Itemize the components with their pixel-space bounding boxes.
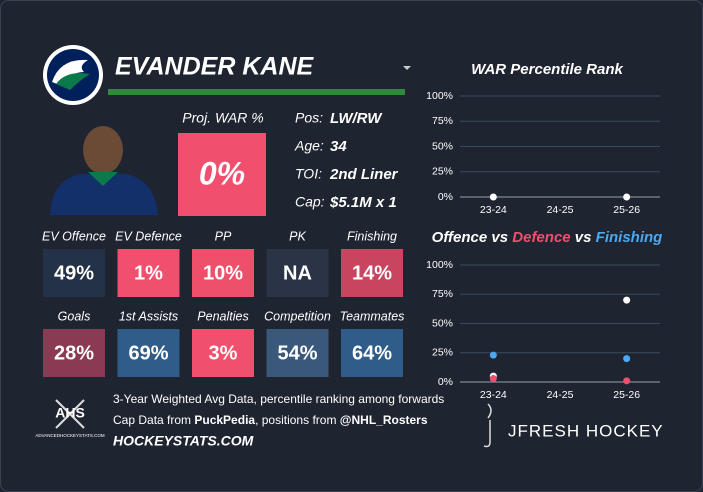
stat-value: NA bbox=[283, 262, 312, 284]
proj-war-value: 0% bbox=[199, 155, 245, 191]
stat-box bbox=[341, 249, 403, 297]
x-tick-label: 24-25 bbox=[547, 389, 574, 401]
title-series: Finishing bbox=[596, 229, 663, 246]
title-joiner: vs bbox=[487, 229, 512, 246]
x-tick-label: 25-26 bbox=[613, 389, 640, 401]
dropdown-arrow[interactable] bbox=[403, 66, 411, 70]
player-name: EVANDER KANE bbox=[115, 53, 314, 81]
stat-label: PK bbox=[289, 229, 306, 243]
stat-value: 69% bbox=[128, 342, 168, 364]
stat-box bbox=[117, 249, 180, 297]
stat-value: 14% bbox=[352, 262, 392, 284]
y-tick-label: 0% bbox=[438, 376, 453, 388]
stat-label: Competition bbox=[264, 309, 331, 323]
y-tick-label: 50% bbox=[432, 317, 453, 329]
stat-value: 54% bbox=[277, 342, 317, 364]
site: HOCKEYSTATS.COM bbox=[113, 433, 254, 449]
info-value: $5.1M x 1 bbox=[329, 194, 397, 211]
point bbox=[623, 377, 631, 385]
stat-box bbox=[341, 329, 403, 377]
stat-box bbox=[43, 329, 105, 377]
x-tick-label: 24-25 bbox=[547, 204, 574, 216]
point bbox=[623, 193, 631, 201]
stat-label: Teammates bbox=[340, 309, 405, 323]
y-tick-label: 100% bbox=[426, 90, 453, 102]
footer-line1: 3-Year Weighted Avg Data, percentile ran… bbox=[113, 392, 444, 406]
stat-box bbox=[192, 329, 254, 377]
stat-box bbox=[266, 329, 329, 377]
title-series: Defence bbox=[512, 229, 570, 246]
y-tick-label: 75% bbox=[432, 288, 453, 300]
stat-label: PP bbox=[215, 229, 232, 243]
y-tick-label: 25% bbox=[432, 166, 453, 178]
title-series: Offence bbox=[432, 229, 488, 246]
point bbox=[623, 296, 631, 304]
footer-part: , positions from bbox=[255, 413, 340, 427]
point bbox=[489, 193, 497, 201]
stat-label: EV Defence bbox=[115, 229, 182, 243]
info-value: 34 bbox=[330, 138, 347, 155]
stat-value: 28% bbox=[54, 342, 94, 364]
ahs-sub: ADVANCEDHOCKEYSTATS.COM bbox=[35, 433, 105, 438]
x-tick-label: 23-24 bbox=[480, 204, 507, 216]
stat-value: 64% bbox=[352, 342, 392, 364]
stat-label: EV Offence bbox=[42, 229, 106, 243]
player-photo bbox=[50, 126, 158, 215]
stat-label: Penalties bbox=[197, 309, 248, 323]
name-underline bbox=[108, 89, 405, 95]
point bbox=[489, 351, 497, 359]
info-value: LW/RW bbox=[330, 110, 383, 127]
footer-part: @NHL_Rosters bbox=[340, 413, 428, 427]
stat-value: 3% bbox=[209, 342, 238, 364]
chart1-title: WAR Percentile Rank bbox=[471, 61, 623, 78]
footer-part: PuckPedia bbox=[194, 413, 255, 427]
team-logo bbox=[43, 45, 103, 105]
footer-part: Cap Data from bbox=[113, 413, 194, 427]
footer-line2: Cap Data from PuckPedia, positions from … bbox=[113, 413, 428, 427]
y-tick-label: 50% bbox=[432, 140, 453, 152]
stat-value: 10% bbox=[203, 262, 243, 284]
stat-box bbox=[43, 249, 105, 297]
x-tick-label: 25-26 bbox=[613, 204, 640, 216]
y-tick-label: 25% bbox=[432, 347, 453, 359]
info-label: TOI: bbox=[295, 166, 322, 182]
point bbox=[623, 355, 631, 363]
info-label: Cap: bbox=[295, 194, 325, 210]
y-tick-label: 75% bbox=[432, 115, 453, 127]
ahs-logo: AHS ADVANCEDHOCKEYSTATS.COM bbox=[35, 399, 105, 438]
y-tick-label: 0% bbox=[438, 191, 453, 203]
stat-label: 1st Assists bbox=[119, 309, 178, 323]
brand: JFRESH HOCKEY bbox=[508, 421, 664, 440]
stat-value: 49% bbox=[54, 262, 94, 284]
stat-label: Goals bbox=[58, 309, 91, 323]
proj-war-label: Proj. WAR % bbox=[182, 110, 263, 126]
stat-box bbox=[117, 329, 180, 377]
stat-box bbox=[266, 249, 329, 297]
x-tick-label: 23-24 bbox=[480, 389, 507, 401]
title-joiner: vs bbox=[571, 229, 596, 246]
y-tick-label: 100% bbox=[426, 259, 453, 271]
info-value: 2nd Liner bbox=[329, 166, 399, 183]
brand-icon bbox=[483, 403, 492, 448]
chart2-title: Offence vs Defence vs Finishing bbox=[432, 229, 663, 246]
stat-value: 1% bbox=[134, 262, 163, 284]
stat-box bbox=[192, 249, 254, 297]
point bbox=[489, 374, 497, 382]
info-label: Pos: bbox=[295, 110, 323, 126]
proj-war-box bbox=[178, 133, 266, 216]
info-label: Age: bbox=[294, 138, 324, 154]
ahs-text: AHS bbox=[55, 405, 85, 421]
stat-label: Finishing bbox=[347, 229, 397, 243]
